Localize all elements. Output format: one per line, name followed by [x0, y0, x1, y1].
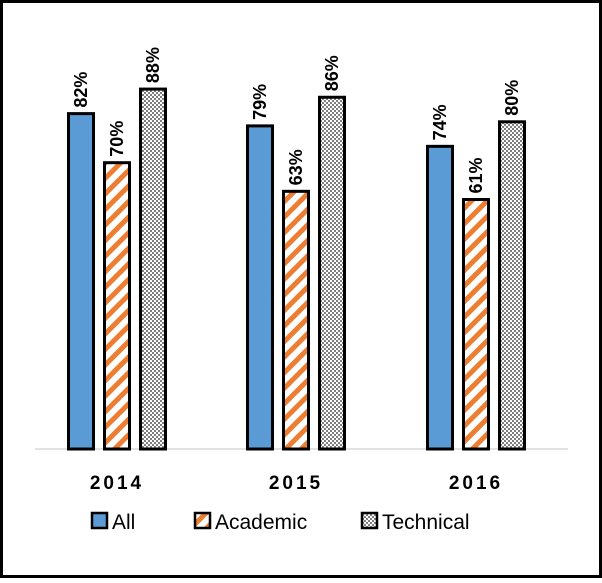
bar-all-2014	[67, 112, 95, 451]
bar-technical-2015	[318, 95, 346, 451]
x-tick-label-2015: 2015	[269, 473, 323, 494]
data-label-all-2014: 82%	[71, 72, 91, 108]
data-labels-layer: 82% 70% 88% 79% 63% 86% 74% 61% 80%	[71, 47, 522, 193]
x-tick-label-2014: 2014	[90, 473, 144, 494]
data-label-all-2015: 79%	[250, 84, 270, 120]
bar-academic-2015	[282, 189, 310, 451]
data-label-technical-2014: 88%	[143, 47, 163, 83]
bar-all-2015	[246, 124, 274, 451]
legend-label-technical: Technical	[382, 511, 470, 534]
bar-academic-2016	[462, 198, 490, 451]
legend: All Academic Technical	[90, 511, 470, 534]
bar-technical-2016	[498, 120, 526, 451]
bar-all-2016	[426, 144, 454, 451]
data-label-technical-2016: 80%	[502, 80, 522, 116]
bar-academic-2014	[103, 161, 131, 451]
data-label-academic-2016: 61%	[466, 157, 486, 193]
legend-swatch-all	[90, 511, 109, 530]
x-axis-ticks: 2014 2015 2016	[90, 473, 503, 494]
legend-swatch-academic	[193, 511, 212, 530]
data-label-all-2016: 74%	[430, 104, 450, 140]
data-label-academic-2015: 63%	[286, 149, 306, 185]
data-label-academic-2014: 70%	[107, 121, 127, 157]
legend-label-academic: Academic	[215, 511, 307, 534]
x-tick-label-2016: 2016	[449, 473, 503, 494]
data-label-technical-2015: 86%	[322, 55, 342, 91]
legend-swatch-technical	[360, 511, 379, 530]
legend-label-all: All	[112, 511, 135, 534]
bars-layer	[67, 87, 526, 451]
bar-technical-2014	[139, 87, 167, 451]
